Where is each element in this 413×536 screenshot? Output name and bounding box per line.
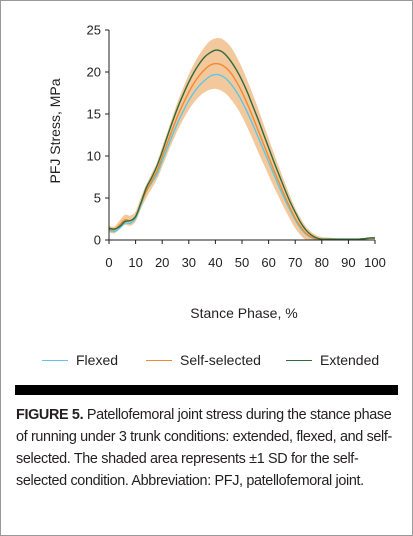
caption-divider xyxy=(15,385,398,395)
x-tick-label-0: 0 xyxy=(105,255,112,270)
x-tick-label-30: 30 xyxy=(182,255,196,270)
y-tick-label-25: 25 xyxy=(87,23,101,38)
x-axis-title: Stance Phase, % xyxy=(190,305,297,321)
legend-swatch-flexed xyxy=(42,359,68,361)
figure-label: FIGURE 5. xyxy=(16,407,84,423)
legend-label-flexed: Flexed xyxy=(76,352,119,368)
legend-label-self-selected: Self-selected xyxy=(180,352,261,368)
x-tick-label-90: 90 xyxy=(341,255,355,270)
x-tick-label-50: 50 xyxy=(235,255,249,270)
tick-labels: 0 5 10 15 20 25 0 10 20 30 40 50 60 70 80 90 100 xyxy=(87,23,386,271)
x-tick-label-100: 100 xyxy=(364,255,386,270)
x-tick-label-70: 70 xyxy=(288,255,302,270)
legend: Flexed Self-selected Extended xyxy=(0,352,413,374)
sd-band xyxy=(109,38,375,241)
legend-swatch-self-selected xyxy=(146,359,172,361)
y-tick-label-5: 5 xyxy=(94,191,101,206)
caption-text: Patellofemoral joint stress during the s… xyxy=(16,407,392,489)
x-tick-label-40: 40 xyxy=(208,255,222,270)
legend-swatch-extended xyxy=(286,359,312,361)
x-tick-label-80: 80 xyxy=(315,255,329,270)
y-tick-label-10: 10 xyxy=(87,149,101,164)
legend-item-flexed: Flexed xyxy=(42,352,118,368)
y-tick-label-0: 0 xyxy=(94,233,101,248)
legend-label-extended: Extended xyxy=(320,352,380,368)
x-tick-label-10: 10 xyxy=(128,255,142,270)
x-tick-label-60: 60 xyxy=(261,255,275,270)
series-lines xyxy=(108,49,376,241)
y-tick-label-20: 20 xyxy=(87,65,101,80)
line-chart: 0 5 10 15 20 25 0 10 20 30 40 50 60 70 80 90 100 Stance … xyxy=(47,23,386,322)
x-tick-label-20: 20 xyxy=(155,255,169,270)
figure-caption: FIGURE 5. Patellofemoral joint stress du… xyxy=(16,404,402,492)
axes xyxy=(105,29,376,244)
sd-band-layer xyxy=(109,38,375,241)
legend-item-extended: Extended xyxy=(286,352,379,368)
legend-item-self-selected: Self-selected xyxy=(146,352,261,368)
series-line-extended xyxy=(108,49,376,240)
y-axis-title: PFJ Stress, MPa xyxy=(47,78,63,183)
y-tick-label-15: 15 xyxy=(87,107,101,122)
